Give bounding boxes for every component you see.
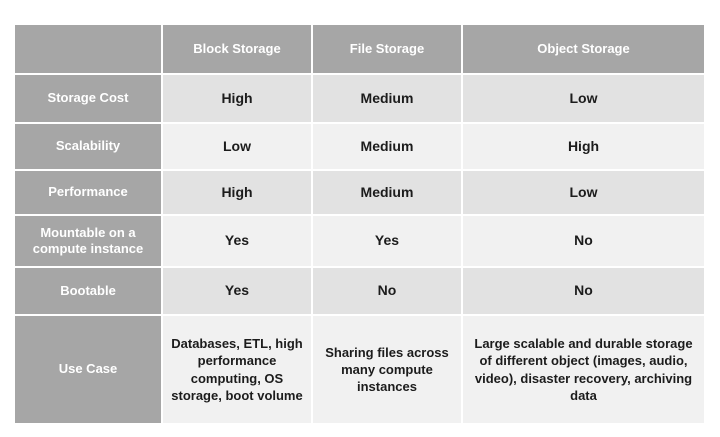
cell-performance-file: Medium [313, 171, 461, 214]
cell-mountable-block: Yes [163, 216, 311, 266]
cell-use-case-block: Databases, ETL, high performance computi… [163, 316, 311, 423]
cell-bootable-object: No [463, 268, 704, 314]
cell-scalability-object: High [463, 124, 704, 169]
table-row-bootable: Bootable Yes No No [15, 268, 704, 314]
cell-storage-cost-block: High [163, 75, 311, 122]
cell-storage-cost-file: Medium [313, 75, 461, 122]
row-header-use-case: Use Case [15, 316, 161, 423]
header-row: Block Storage File Storage Object Storag… [15, 25, 704, 73]
cell-bootable-file: No [313, 268, 461, 314]
cell-performance-object: Low [463, 171, 704, 214]
table-row-scalability: Scalability Low Medium High [15, 124, 704, 169]
cell-mountable-object: No [463, 216, 704, 266]
cell-mountable-file: Yes [313, 216, 461, 266]
row-header-bootable: Bootable [15, 268, 161, 314]
table-row-mountable: Mountable on a compute instance Yes Yes … [15, 216, 704, 266]
cell-use-case-object: Large scalable and durable storage of di… [463, 316, 704, 423]
cell-bootable-block: Yes [163, 268, 311, 314]
table-row-use-case: Use Case Databases, ETL, high performanc… [15, 316, 704, 423]
column-header-file-storage: File Storage [313, 25, 461, 73]
cell-storage-cost-object: Low [463, 75, 704, 122]
storage-comparison-table: Block Storage File Storage Object Storag… [13, 23, 706, 425]
row-header-performance: Performance [15, 171, 161, 214]
cell-scalability-block: Low [163, 124, 311, 169]
table-row-performance: Performance High Medium Low [15, 171, 704, 214]
corner-cell [15, 25, 161, 73]
row-header-mountable: Mountable on a compute instance [15, 216, 161, 266]
column-header-block-storage: Block Storage [163, 25, 311, 73]
cell-use-case-file: Sharing files across many compute instan… [313, 316, 461, 423]
cell-scalability-file: Medium [313, 124, 461, 169]
row-header-scalability: Scalability [15, 124, 161, 169]
row-header-storage-cost: Storage Cost [15, 75, 161, 122]
cell-performance-block: High [163, 171, 311, 214]
table-row-storage-cost: Storage Cost High Medium Low [15, 75, 704, 122]
column-header-object-storage: Object Storage [463, 25, 704, 73]
